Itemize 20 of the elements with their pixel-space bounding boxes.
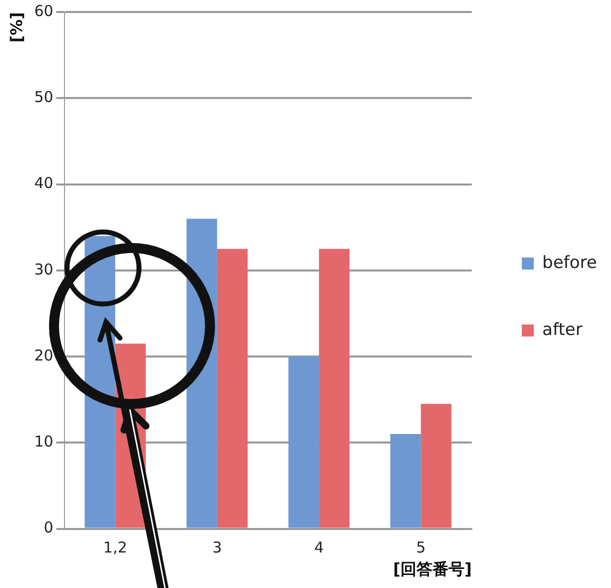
y-axis-title: [%] [6,12,26,43]
x-axis-title: [回答番号] [393,560,472,579]
y-tick-label: 20 [34,346,54,364]
bar [288,356,319,528]
y-tick-label: 60 [34,2,54,20]
x-tick-label: 5 [416,538,426,557]
x-tick-label: 4 [314,538,324,557]
x-tick-label: 3 [212,538,222,557]
bar [318,248,350,528]
legend-label: before [542,252,598,273]
bar [390,434,421,528]
y-tick-label: 10 [34,432,54,451]
y-tick-label: 0 [44,518,54,537]
bar [420,404,452,528]
y-tick-label: 50 [34,88,54,106]
legend-label: after [542,320,583,340]
bar [217,248,248,528]
y-tick-label: 30 [34,260,54,278]
y-tick-label: 40 [34,174,54,192]
x-tick-label: 1,2 [103,538,128,557]
